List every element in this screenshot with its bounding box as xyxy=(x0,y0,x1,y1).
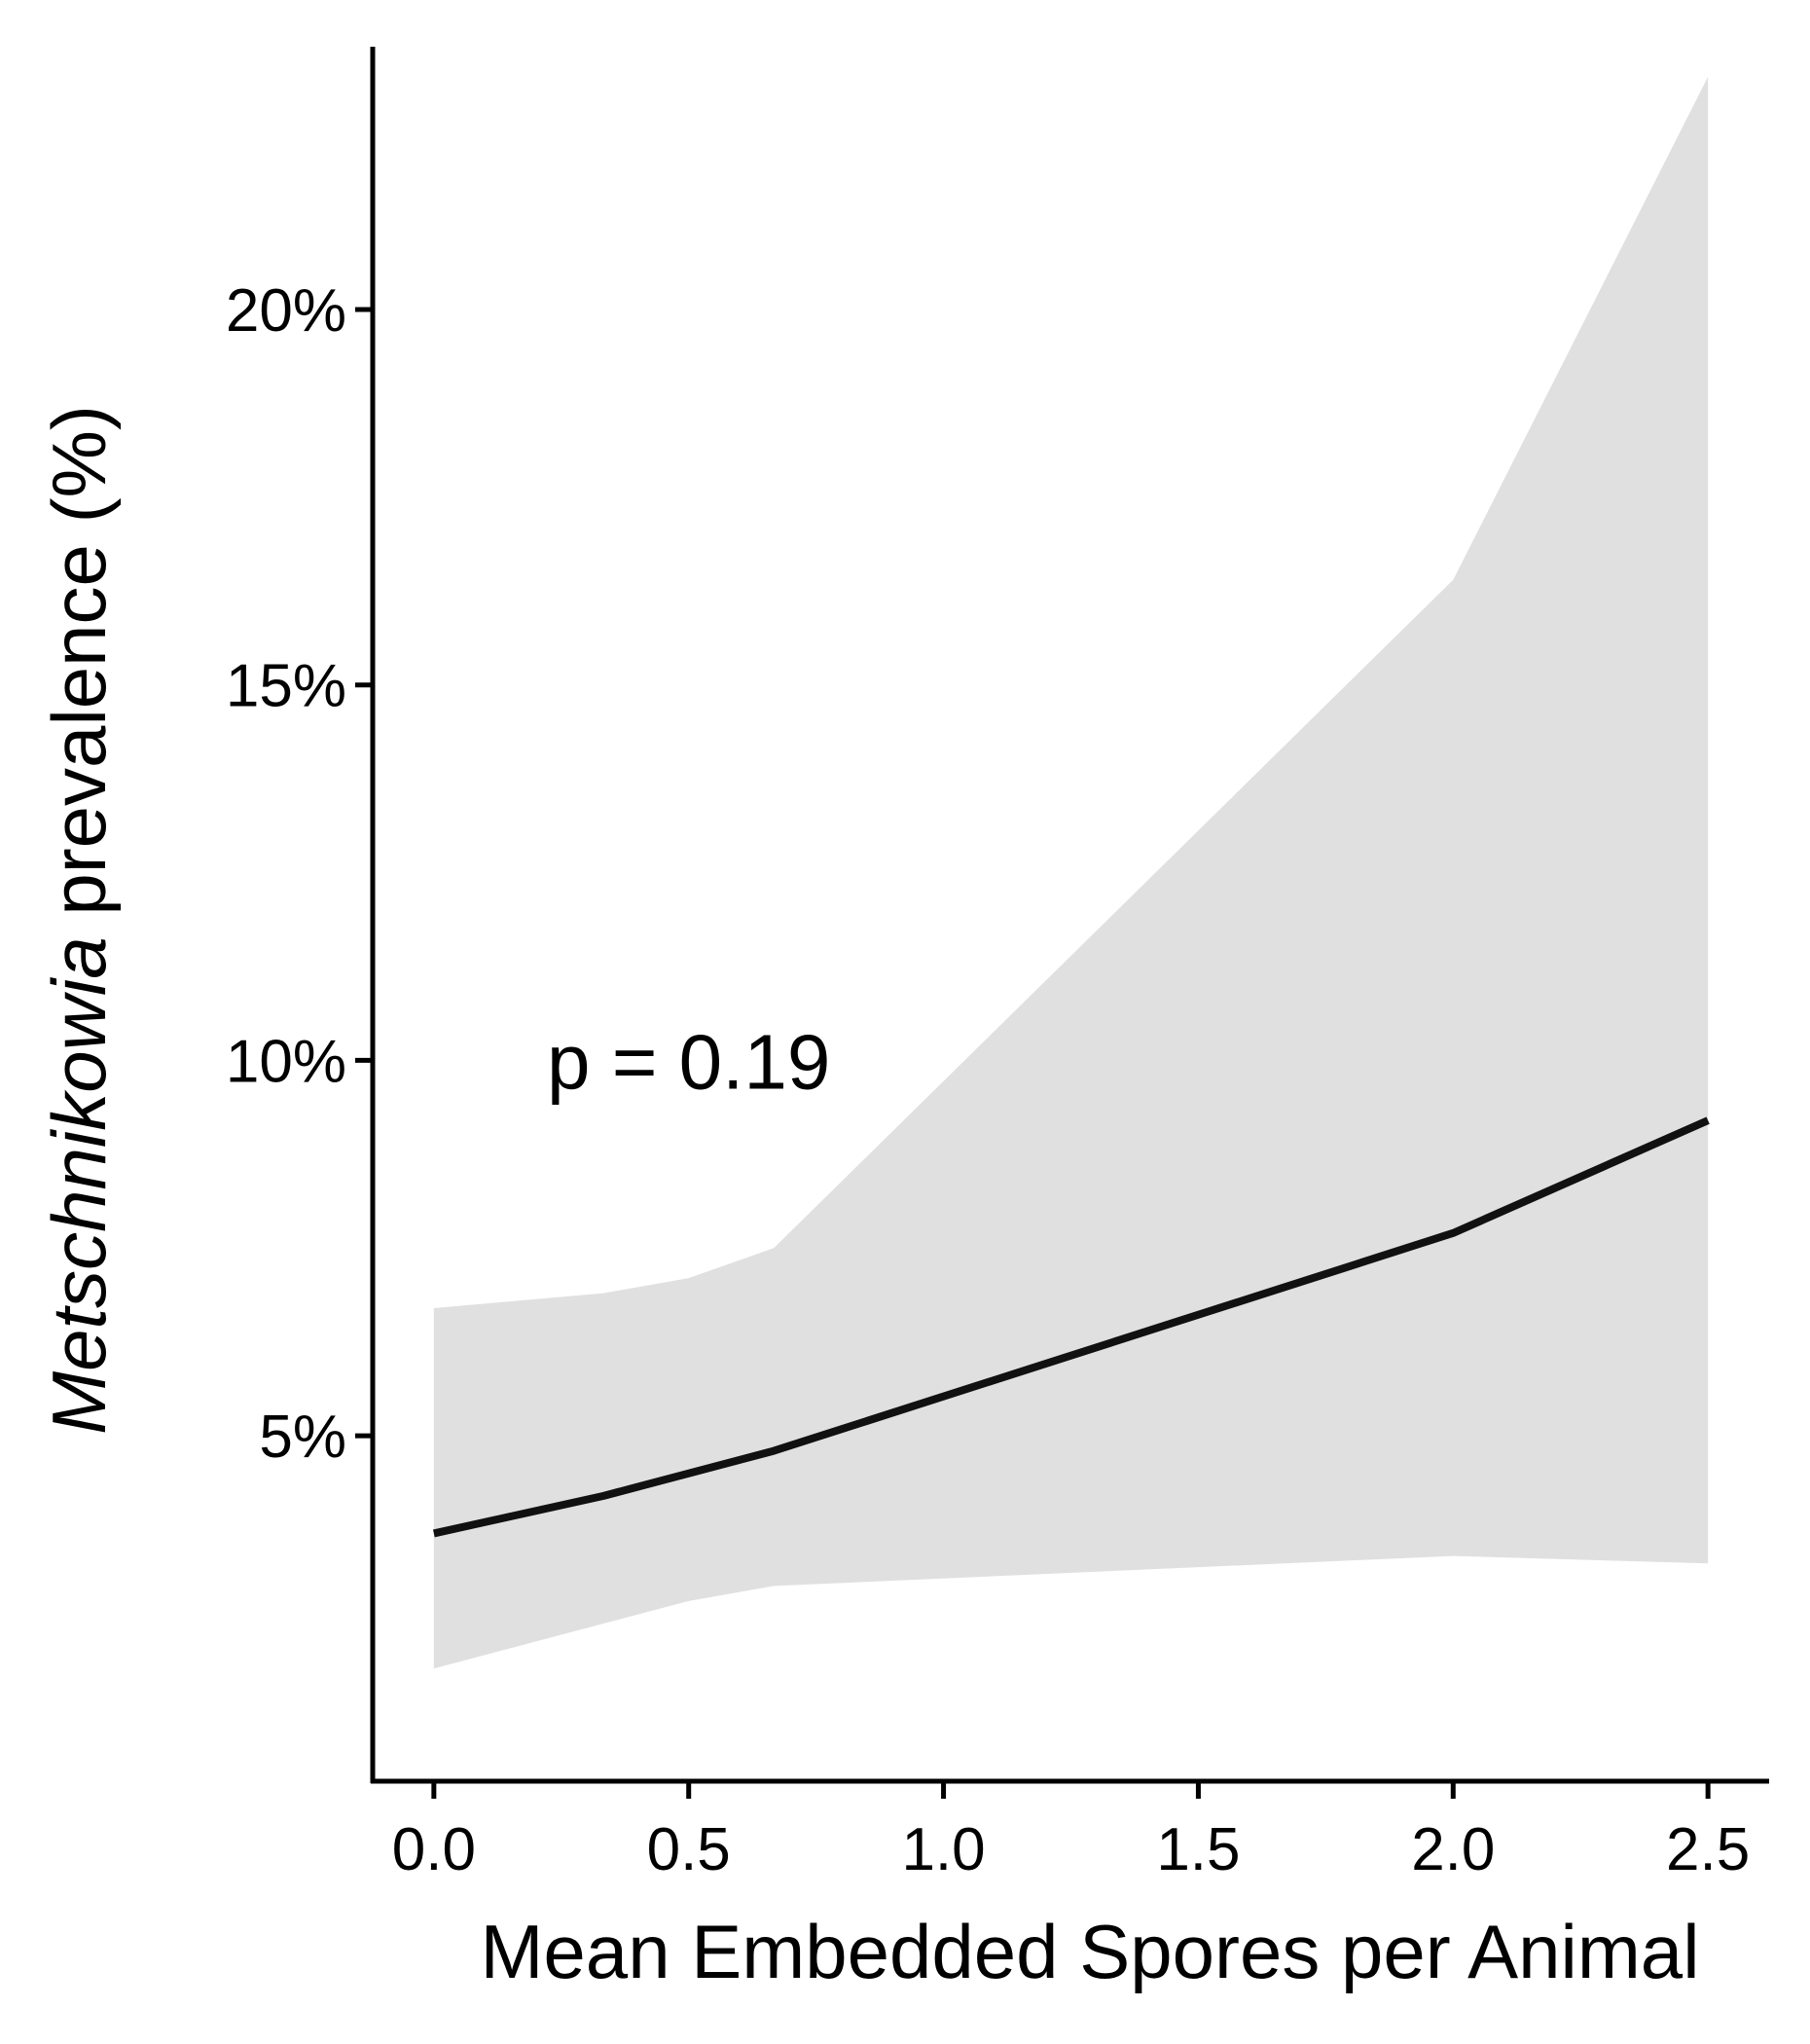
x-tick-label: 2.0 xyxy=(1411,1816,1495,1883)
x-tick-label: 0.5 xyxy=(647,1816,731,1883)
y-tick-label: 5% xyxy=(259,1404,346,1471)
y-tick-label: 15% xyxy=(226,653,346,720)
y-tick-label: 10% xyxy=(226,1028,346,1095)
confidence-ribbon-0 xyxy=(433,76,1709,1669)
y-axis-title: Metschnikowia prevalence (%) xyxy=(36,405,122,1435)
fitted-line-0 xyxy=(432,1116,1710,1538)
x-tick-label: 2.5 xyxy=(1666,1816,1750,1883)
p-value-annotation: p = 0.19 xyxy=(547,1018,830,1105)
y-axis-title-rest: prevalence (%) xyxy=(36,405,122,936)
x-tick-label: 1.5 xyxy=(1156,1816,1240,1883)
x-axis-title: Mean Embedded Spores per Animal xyxy=(480,1909,1699,1994)
y-tick-label: 20% xyxy=(226,277,346,345)
x-tick-label: 0.0 xyxy=(392,1816,476,1883)
x-tick-label: 1.0 xyxy=(901,1816,985,1883)
y-axis-title-italic: Metschnikowia xyxy=(36,936,122,1435)
